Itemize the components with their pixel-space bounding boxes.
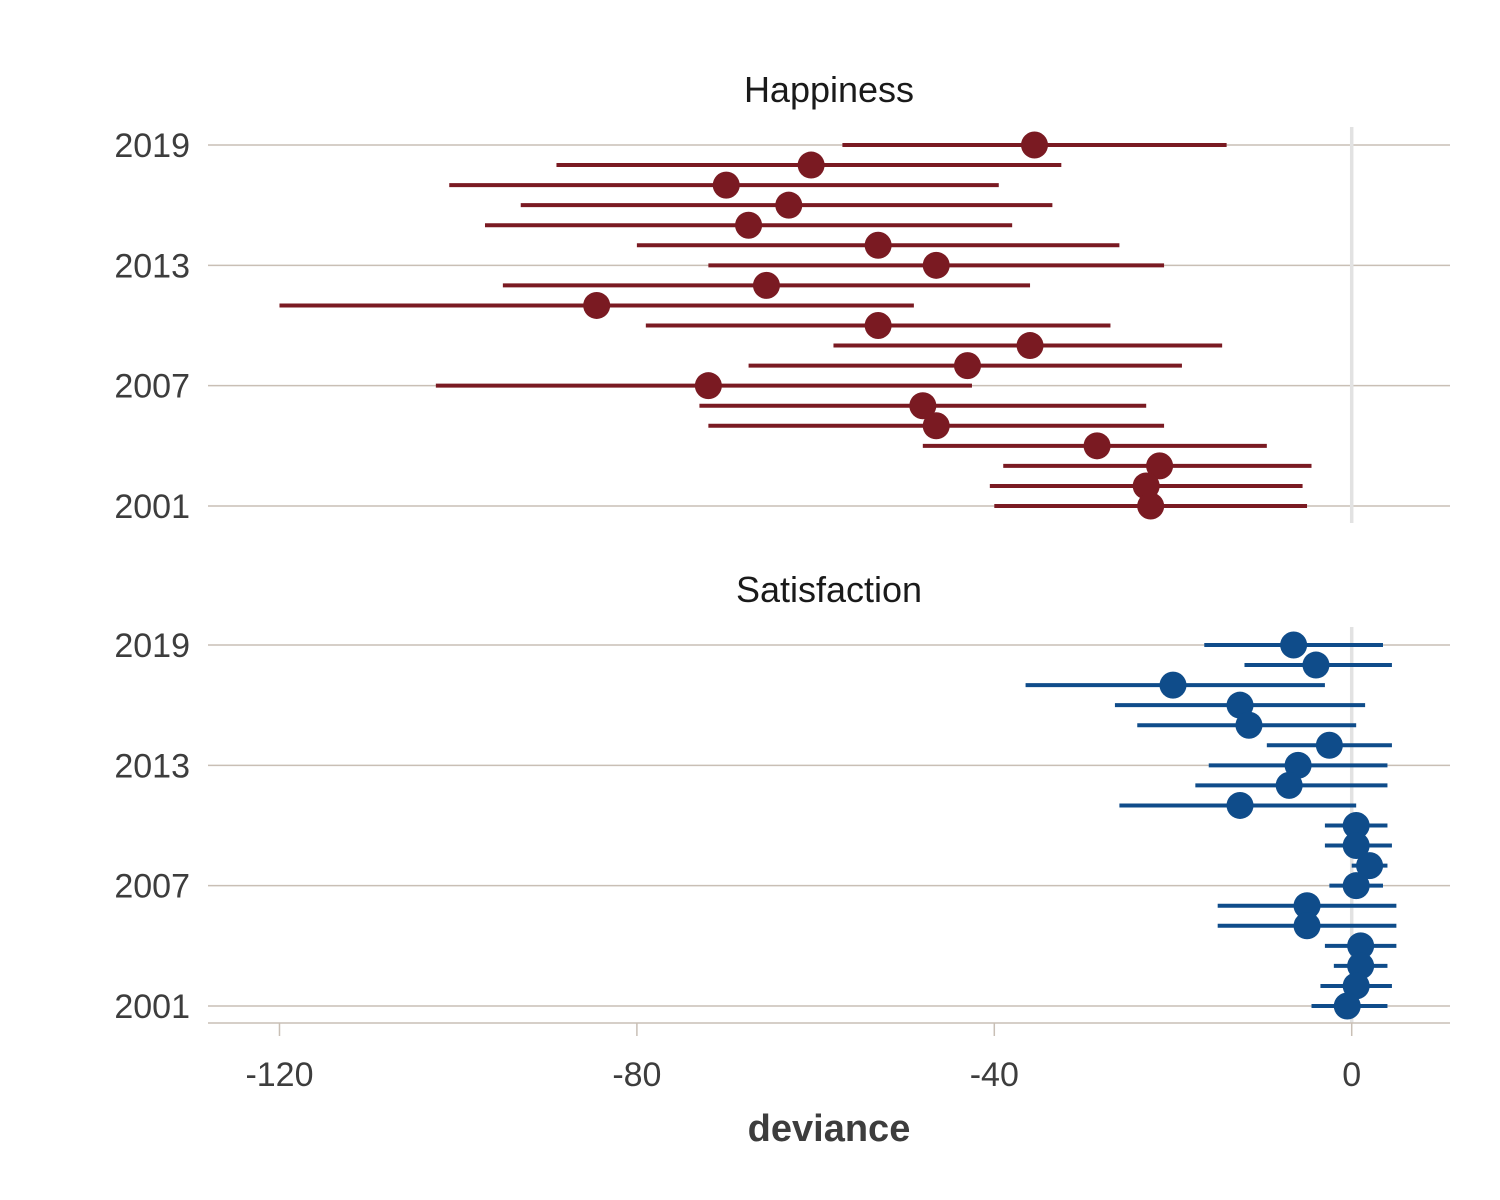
y-tick-label: 2007: [114, 868, 190, 906]
point-2012: [1275, 771, 1303, 799]
y-tick-label: 2007: [114, 368, 190, 406]
facet-happiness: Happiness 2001 2007 2013 2019: [114, 69, 1450, 526]
point-2019: [1280, 631, 1308, 659]
point-2018: [797, 151, 825, 179]
point-2017: [712, 171, 740, 199]
y-tick-label: 2013: [114, 247, 190, 285]
point-2006: [1293, 892, 1321, 920]
point-2018: [1302, 651, 1330, 679]
y-tick-label: 2019: [114, 127, 190, 165]
point-2010: [864, 312, 892, 339]
y-tick-label: 2013: [114, 747, 190, 785]
point-2001: [1333, 992, 1361, 1020]
y-tick-label: 2019: [114, 627, 190, 665]
point-2011: [583, 291, 611, 319]
point-2016: [775, 191, 803, 219]
y-tick-label: 2001: [114, 488, 190, 526]
point-2004: [1083, 432, 1111, 460]
facet-title: Happiness: [744, 69, 914, 110]
facets: Happiness 2001 2007 2013 2019 Satisfaction 200…: [114, 69, 1450, 1026]
point-2011: [1226, 791, 1254, 819]
point-2007: [694, 372, 722, 400]
x-axis-title: deviance: [748, 1108, 911, 1150]
point-2006: [909, 392, 937, 420]
point-2003: [1146, 452, 1174, 480]
point-2009: [1342, 832, 1370, 860]
facet-title: Satisfaction: [736, 569, 922, 610]
point-2019: [1021, 131, 1049, 159]
point-2017: [1159, 671, 1187, 699]
point-2010: [1342, 812, 1370, 839]
point-2004: [1347, 932, 1375, 960]
point-2015: [1235, 711, 1263, 739]
x-tick-label: -120: [245, 1056, 313, 1094]
point-2009: [1016, 332, 1044, 360]
facet-satisfaction: Satisfaction 2001 2007 2013 2019: [114, 569, 1450, 1026]
x-axis: -120 -80 -40 0: [208, 1022, 1450, 1094]
point-2008: [1356, 852, 1384, 880]
x-tick-label: 0: [1342, 1056, 1361, 1094]
x-tick-label: -80: [612, 1056, 661, 1094]
point-2005: [1293, 912, 1321, 940]
point-2014: [1315, 731, 1343, 759]
point-2015: [735, 211, 763, 239]
point-2008: [953, 352, 981, 380]
point-2007: [1342, 872, 1370, 900]
point-2013: [922, 251, 950, 279]
point-2012: [752, 271, 780, 299]
y-tick-label: 2001: [114, 988, 190, 1026]
point-2005: [922, 412, 950, 440]
point-2001: [1137, 492, 1165, 520]
x-tick-label: -40: [970, 1056, 1019, 1094]
point-2014: [864, 231, 892, 259]
